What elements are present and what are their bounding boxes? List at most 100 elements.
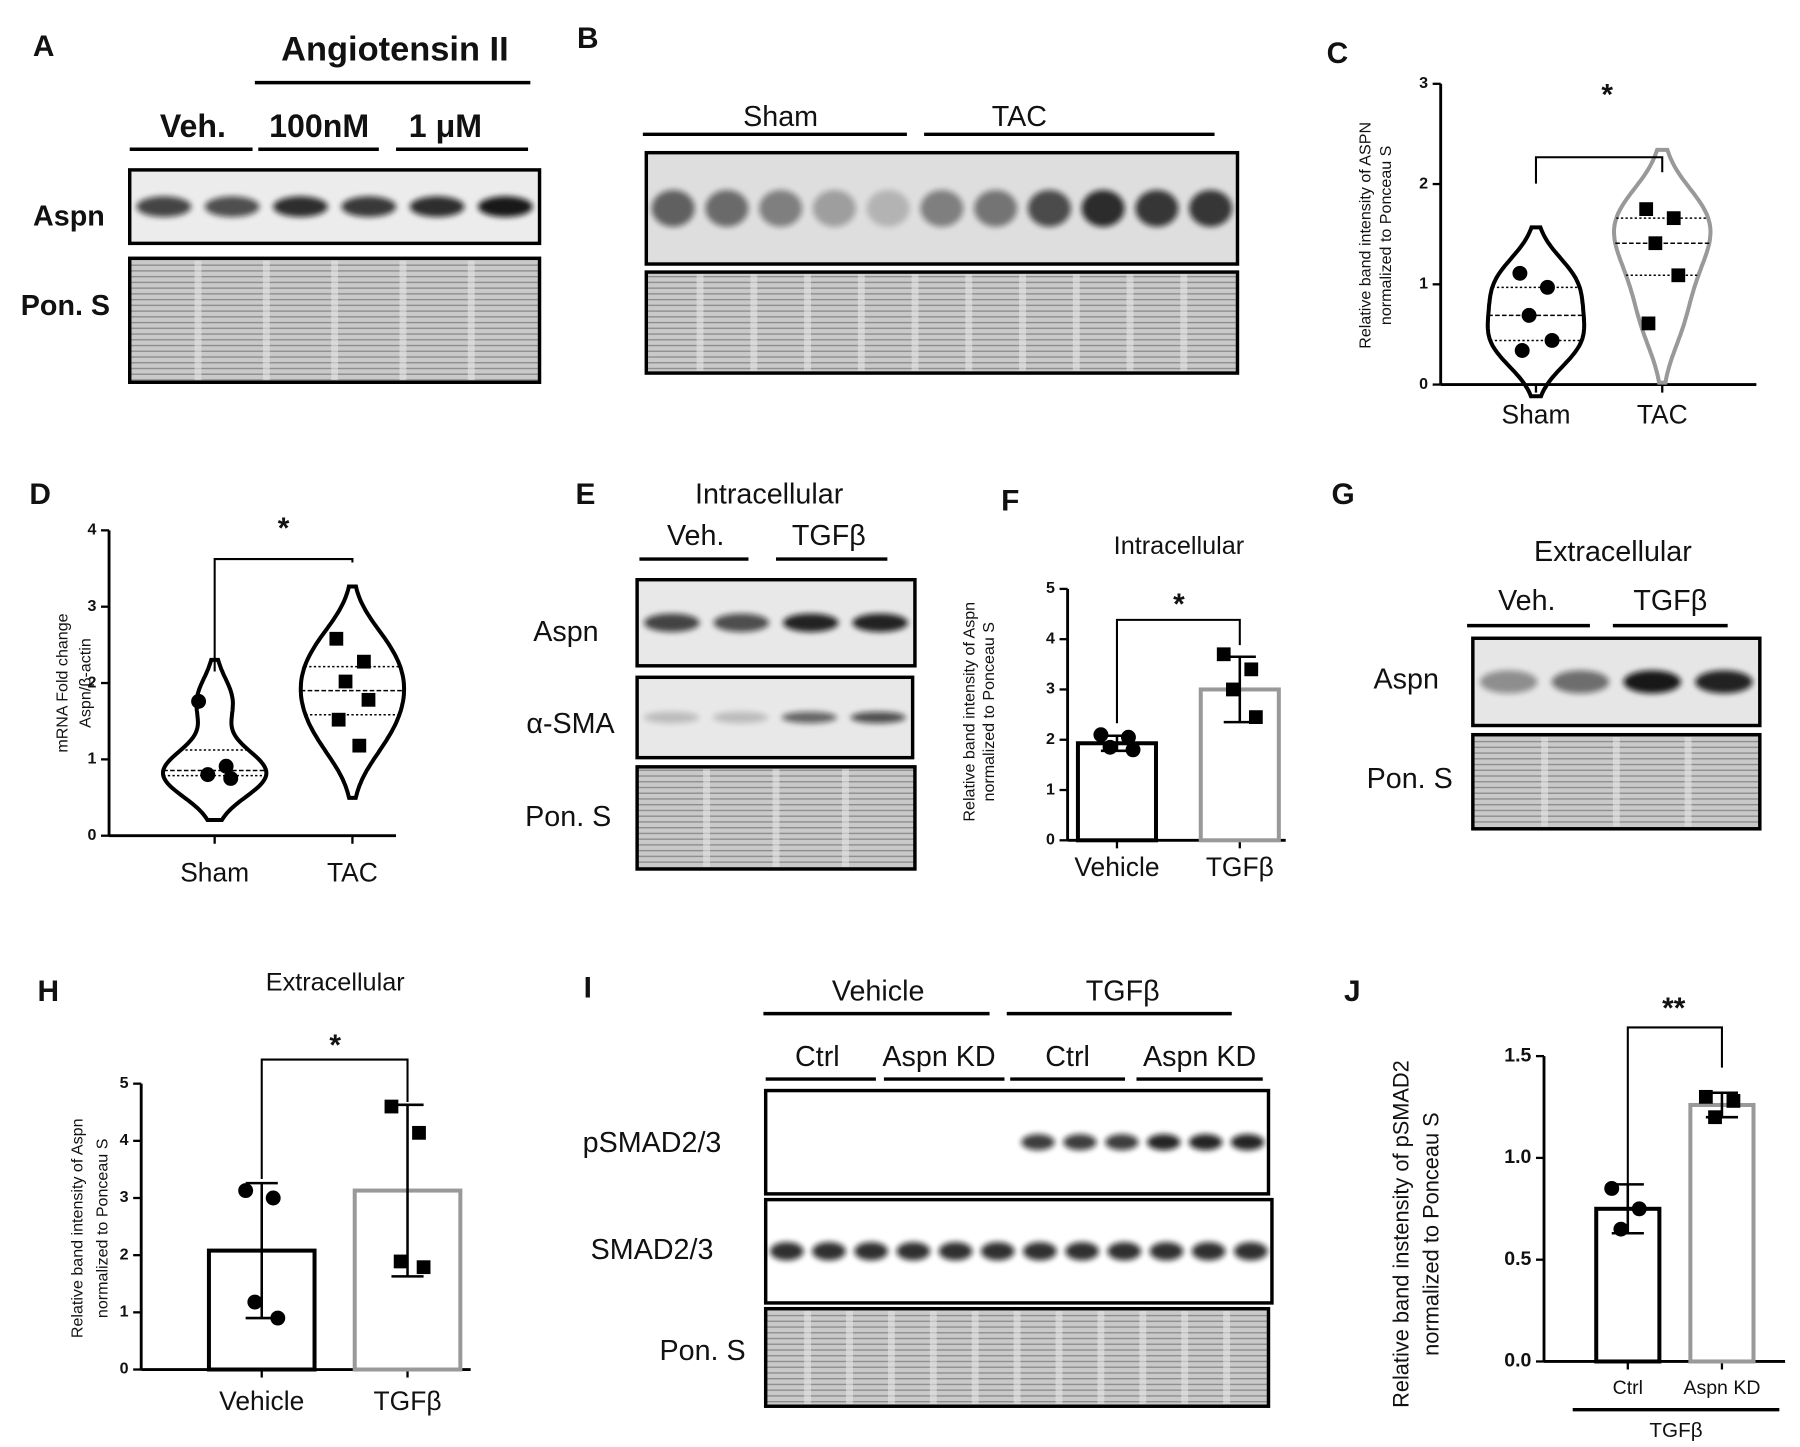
data-point: [1698, 1089, 1713, 1104]
significance-bracket: [1534, 156, 1664, 184]
group-label: TGFβ: [1086, 976, 1160, 1008]
panel-letter: A: [33, 30, 55, 63]
data-point: [270, 1310, 286, 1326]
data-point: [1244, 662, 1259, 677]
significance: *: [1601, 78, 1613, 111]
y-tick-label: 5: [1046, 579, 1055, 597]
blot-frame: [644, 270, 1240, 375]
group-label: Vehicle: [832, 976, 925, 1008]
lane-gap: [1612, 736, 1620, 827]
significance: *: [278, 512, 290, 545]
panel-letter: F: [1001, 485, 1019, 518]
data-point: [357, 654, 371, 669]
panel-letter: D: [29, 478, 51, 511]
blot-band: [409, 196, 465, 217]
y-tick-label: 2: [120, 1245, 129, 1263]
y-axis-label: Aspn/β-actin: [76, 638, 94, 728]
blot-band: [1233, 1242, 1268, 1261]
lane-gap: [1126, 274, 1134, 371]
panel-letter: I: [584, 971, 592, 1004]
data-point: [247, 1294, 263, 1310]
blot-band: [713, 613, 770, 632]
lane-gap: [842, 769, 849, 867]
y-axis-label: normalized to Ponceau S: [1418, 1112, 1443, 1356]
data-point: [331, 712, 346, 727]
data-point: [329, 631, 344, 646]
row-label: Pon. S: [659, 1335, 745, 1367]
group-label: 100nM: [269, 108, 369, 144]
data-point: [1631, 1201, 1647, 1217]
blot-band: [204, 196, 260, 217]
lane-gap: [1223, 1310, 1231, 1404]
y-tick-label: 3: [87, 597, 96, 615]
blot-band: [1027, 189, 1071, 227]
lane-gap: [1097, 1310, 1105, 1404]
y-tick-label: 0: [87, 826, 96, 844]
blot-band: [852, 613, 908, 632]
lane-gap: [1139, 1310, 1147, 1404]
data-point: [1226, 682, 1240, 697]
data-point: [218, 758, 234, 774]
blot-band: [980, 1242, 1015, 1261]
row-label: Aspn: [33, 201, 105, 233]
data-point: [1671, 268, 1686, 283]
group-label: 1 μM: [409, 108, 482, 144]
data-point: [1125, 742, 1141, 758]
y-tick-label: 0: [120, 1360, 129, 1378]
x-tick-label: Sham: [1501, 400, 1570, 430]
y-tick-label: 5: [120, 1074, 129, 1092]
y-axis-label: normalized to Ponceau S: [94, 1139, 112, 1318]
lane-gap: [750, 274, 758, 371]
blot-band: [896, 1242, 931, 1261]
data-point: [1648, 236, 1663, 251]
bar: [1198, 687, 1281, 843]
lane-gap: [846, 1310, 853, 1404]
blot-band: [1188, 1134, 1223, 1151]
x-tick-label: Ctrl: [1613, 1377, 1643, 1399]
blot-band: [1480, 670, 1538, 694]
panel-letter: J: [1344, 975, 1361, 1008]
y-tick-label: 1: [1419, 275, 1428, 293]
y-tick-label: 1.5: [1504, 1044, 1531, 1066]
y-tick-label: 0: [1419, 375, 1428, 393]
group-label: TAC: [992, 101, 1047, 133]
y-tick-label: 1.0: [1504, 1146, 1531, 1168]
blot-band: [644, 711, 700, 724]
row-label: Aspn: [533, 616, 598, 648]
y-tick-label: 0.0: [1504, 1350, 1531, 1372]
lane-gap: [772, 769, 780, 867]
blot-band: [341, 196, 397, 217]
lane-gap: [804, 274, 811, 371]
data-point: [1512, 265, 1528, 281]
lane-gap: [929, 1310, 937, 1404]
y-axis-label: Relative band intensity of Aspn: [960, 602, 978, 822]
y-tick-label: 1: [87, 750, 96, 768]
data-point: [1248, 710, 1263, 725]
lane-gap: [1019, 274, 1026, 371]
data-point: [1544, 332, 1560, 348]
y-axis-label: normalized to Ponceau S: [1377, 146, 1395, 325]
blot-band: [850, 711, 906, 724]
blot-band: [866, 189, 910, 227]
data-point: [265, 1190, 281, 1206]
group-label: TGFβ: [1649, 1419, 1702, 1442]
lane-gap: [1541, 736, 1549, 827]
blot-band: [1065, 1242, 1099, 1261]
y-tick-label: 1: [1046, 780, 1055, 798]
y-tick-label: 2: [1046, 730, 1055, 748]
blot-band: [759, 189, 803, 227]
blot-frame: [763, 1088, 1271, 1196]
data-point: [223, 770, 239, 786]
y-axis-label: mRNA Fold change: [53, 613, 71, 752]
blot-band: [812, 1242, 846, 1261]
data-point: [384, 1099, 399, 1114]
blot-title: Extracellular: [1534, 536, 1692, 568]
x-tick-label: TAC: [1637, 400, 1688, 430]
blot-band: [854, 1242, 889, 1261]
y-tick-label: 3: [1046, 680, 1055, 698]
y-tick-label: 0: [1046, 831, 1055, 849]
blot-band: [1107, 1242, 1142, 1261]
x-tick-label: TGFβ: [374, 1386, 442, 1416]
row-label: Pon. S: [1367, 763, 1453, 795]
data-point: [1093, 727, 1109, 743]
